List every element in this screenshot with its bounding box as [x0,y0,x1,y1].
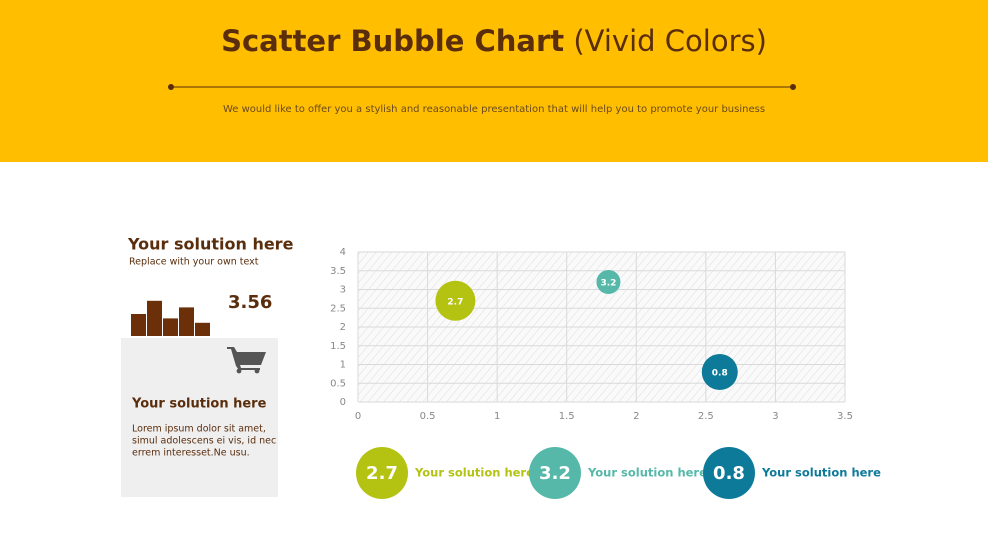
box-title: Your solution here [131,397,267,412]
y-tick-label: 3.5 [330,266,346,277]
mini-bar [179,307,194,336]
bubble-label: 0.8 [712,369,728,379]
x-tick-label: 1.5 [559,411,575,422]
mini-bar [131,314,146,336]
bubble-label: 2.7 [447,297,463,307]
legend-value: 3.2 [539,463,571,484]
legend-circle [529,447,581,499]
panel-subtitle: Replace with your own text [129,257,259,268]
y-tick-label: 3 [340,285,346,296]
x-tick-label: 2 [633,411,639,422]
box-text: simul adolescens ei vis, id nec [132,436,276,447]
box-text: Lorem ipsum dolor sit amet, [132,424,266,435]
x-tick-label: 3 [772,411,778,422]
legend-circle [356,447,408,499]
divider-dot [790,84,796,90]
bubble-label: 3.2 [600,279,616,289]
panel-value: 3.56 [228,292,272,313]
title-bold: Scatter Bubble Chart [221,24,564,58]
y-tick-label: 2.5 [330,303,346,314]
box-text: errem interesset.Ne usu. [132,448,250,459]
legend-value: 2.7 [366,463,398,484]
legend-circle [703,447,755,499]
x-tick-label: 2.5 [698,411,714,422]
mini-bar [147,300,162,336]
cart-icon [227,347,266,374]
legend-label: Your solution here [761,466,881,480]
title-light: (Vivid Colors) [573,24,767,58]
y-tick-label: 1.5 [330,341,346,352]
title: Scatter Bubble Chart (Vivid Colors) [221,24,767,58]
divider-dot [168,84,174,90]
y-tick-label: 1 [340,360,346,371]
legend-label: Your solution here [414,466,534,480]
mini-bar [163,318,178,336]
y-tick-label: 4 [340,247,346,258]
mini-bar [195,322,210,336]
x-tick-label: 0 [355,411,361,422]
y-tick-label: 0 [340,397,346,408]
x-tick-label: 3.5 [837,411,853,422]
header-band [0,0,988,162]
bubble [435,280,476,321]
x-tick-label: 1 [494,411,500,422]
y-tick-label: 0.5 [330,378,346,389]
legend-label: Your solution here [587,466,707,480]
bubble [701,354,738,390]
y-tick-label: 2 [340,322,346,333]
x-tick-label: 0.5 [420,411,436,422]
subtitle: We would like to offer you a stylish and… [223,104,765,115]
bubble [596,270,621,294]
panel-title: Your solution here [127,235,294,254]
legend-value: 0.8 [713,463,745,484]
